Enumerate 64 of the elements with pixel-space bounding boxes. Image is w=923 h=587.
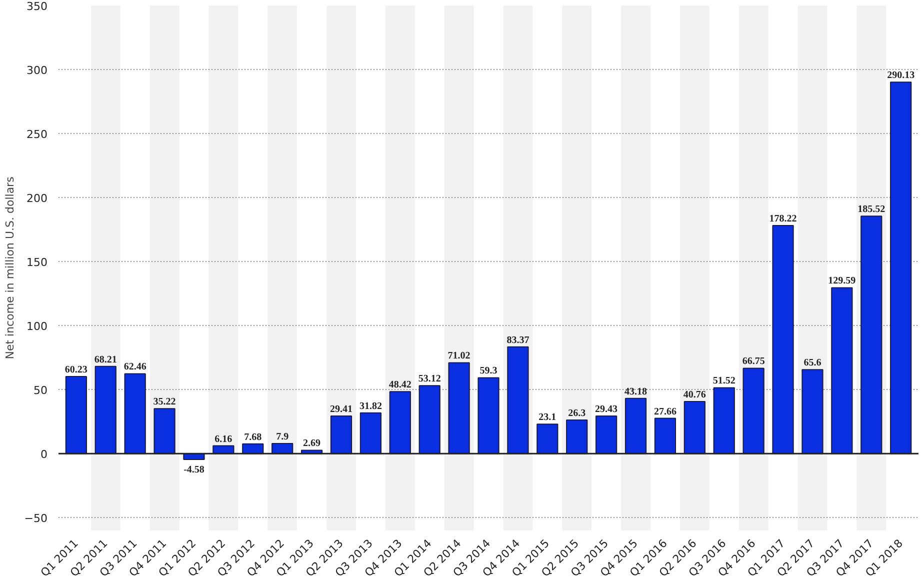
y-tick-label: 100 — [26, 320, 48, 334]
data-label: 2.69 — [303, 438, 321, 450]
data-label: 290.13 — [887, 70, 915, 82]
data-label: 51.52 — [712, 376, 736, 387]
y-tick-label: −50 — [24, 512, 48, 526]
y-tick-label: 150 — [26, 256, 48, 270]
y-tick-label: 300 — [26, 64, 48, 78]
bar — [272, 443, 294, 454]
data-label: 35.22 — [153, 396, 176, 408]
data-label: 26.3 — [568, 408, 586, 419]
y-tick-label: 0 — [40, 448, 48, 462]
bar — [860, 216, 882, 454]
data-label: 48.42 — [388, 380, 412, 391]
bar — [831, 287, 853, 454]
bar — [890, 82, 912, 454]
data-label: 29.41 — [330, 404, 352, 416]
data-label: 7.68 — [244, 432, 262, 443]
bar — [654, 418, 676, 454]
data-label: 185.52 — [858, 204, 886, 216]
data-label: 66.75 — [742, 356, 765, 368]
data-label: 59.3 — [480, 366, 498, 377]
data-label: 71.02 — [448, 350, 470, 362]
bar — [624, 398, 647, 454]
bar — [536, 424, 558, 454]
bar — [360, 412, 382, 454]
bar — [389, 391, 411, 454]
bar — [566, 419, 588, 454]
y-tick-label: 200 — [26, 192, 48, 206]
data-label: 83.37 — [506, 334, 530, 346]
bar — [478, 377, 500, 454]
data-label: 7.9 — [276, 432, 289, 443]
data-label: 43.18 — [624, 386, 648, 398]
bar — [772, 224, 794, 454]
data-label: 178.22 — [769, 213, 797, 224]
bar — [418, 385, 440, 454]
bar — [742, 368, 764, 454]
y-tick-label: 250 — [26, 128, 48, 142]
data-label: 60.23 — [64, 364, 88, 376]
bar — [65, 376, 87, 454]
data-label: 129.59 — [828, 276, 856, 287]
bar — [684, 400, 706, 454]
bar — [802, 369, 824, 454]
bar — [448, 362, 470, 454]
data-label: 29.43 — [595, 404, 618, 415]
bar — [330, 416, 352, 454]
data-label: 65.6 — [804, 358, 822, 369]
data-label: -4.58 — [184, 464, 204, 476]
data-label: 31.82 — [359, 400, 382, 412]
bar — [713, 387, 735, 454]
data-label: 68.21 — [94, 354, 117, 366]
y-tick-label: 50 — [34, 384, 48, 398]
bar — [507, 346, 529, 454]
bar — [124, 373, 146, 454]
bar — [154, 408, 176, 454]
y-axis-title: Net income in million U.S. dollars — [3, 176, 16, 360]
bar — [94, 366, 116, 454]
data-label: 62.46 — [124, 362, 146, 373]
data-label: 23.1 — [538, 412, 556, 424]
data-label: 53.12 — [418, 374, 441, 385]
bar — [596, 415, 618, 454]
data-label: 6.16 — [214, 434, 232, 445]
data-label: 27.66 — [654, 406, 676, 418]
data-label: 40.76 — [683, 389, 706, 400]
y-tick-label: 350 — [26, 0, 48, 13]
